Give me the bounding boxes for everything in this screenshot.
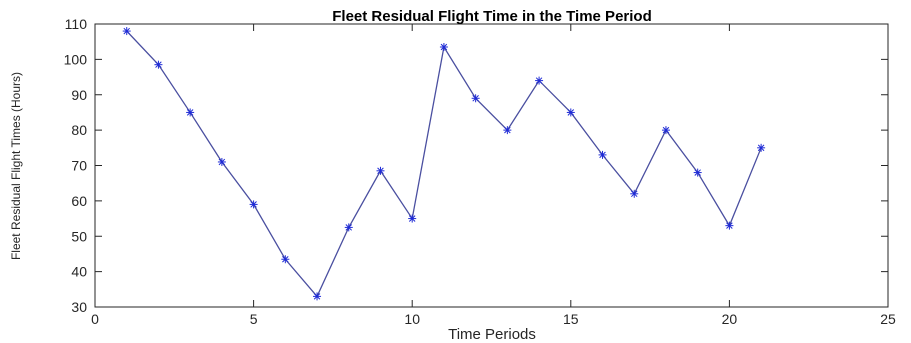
data-point-marker [154,60,163,69]
tick-marks [94,23,889,308]
y-tick-label: 90 [71,87,87,103]
y-tick-label: 30 [71,299,87,315]
chart-title: Fleet Residual Flight Time in the Time P… [332,8,652,25]
data-point-marker [217,157,226,166]
y-tick-label: 110 [65,16,88,32]
data-point-marker [249,200,258,209]
y-tick-label: 50 [71,228,87,244]
plot-area-box [94,23,889,308]
series [122,27,766,301]
y-tick-label: 60 [71,193,87,209]
x-tick-label: 10 [404,311,420,327]
data-point-marker [598,150,607,159]
x-tick-label: 15 [563,311,579,327]
y-tick-label: 40 [71,264,87,280]
data-point-marker [439,42,448,51]
axes [94,23,889,308]
data-point-marker [693,168,702,177]
y-tick-label: 70 [71,158,87,174]
data-point-marker [566,108,575,117]
x-tick-label: 5 [250,311,258,327]
data-point-marker [503,126,512,135]
y-axis-label: Fleet Residual Flight Times (Hours) [9,72,23,260]
x-tick-label: 25 [880,311,896,327]
data-point-marker [661,126,670,135]
data-point-marker [408,214,417,223]
data-point-marker [757,143,766,152]
data-point-marker [630,189,639,198]
x-tick-label: 20 [722,311,738,327]
data-point-marker [725,221,734,230]
data-point-marker [471,94,480,103]
x-axis-label: Time Periods [448,326,536,343]
data-point-marker [535,76,544,85]
x-tick-label: 0 [91,311,99,327]
data-point-marker [281,255,290,264]
y-tick-label: 80 [71,122,87,138]
data-point-marker [122,27,131,36]
data-point-marker [186,108,195,117]
data-point-marker [313,292,322,301]
y-tick-label: 100 [64,51,88,67]
data-point-marker [344,223,353,232]
data-point-marker [376,166,385,175]
tick-labels: 0 5 10 15 20 25 30 40 50 60 70 80 90 100 110 [64,16,896,327]
